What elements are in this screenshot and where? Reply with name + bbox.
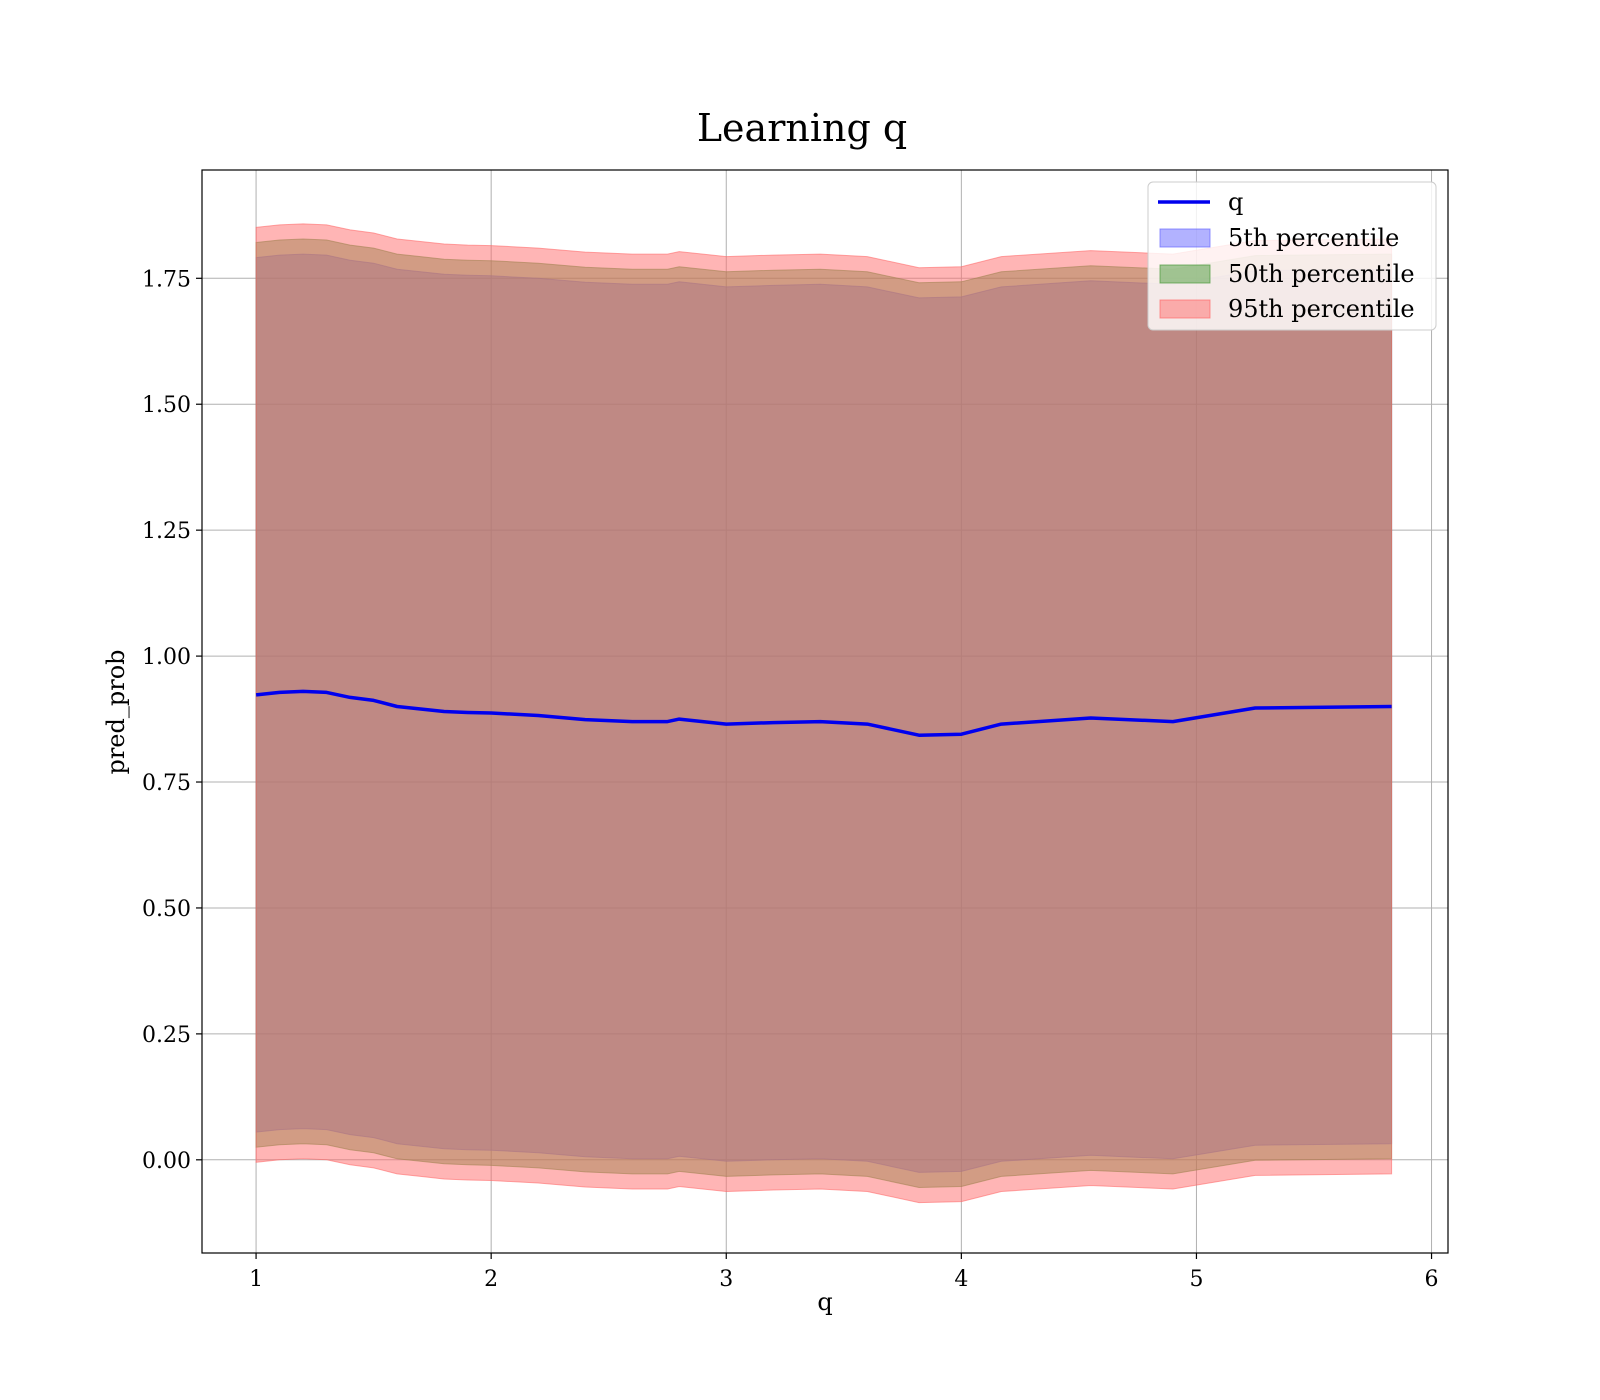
y-tick-label: 0.25 (142, 1023, 191, 1048)
plot-frame (201, 169, 1449, 1254)
legend-label-band-3: 95th percentile (1228, 295, 1415, 323)
y-tick-label: 0.75 (142, 771, 191, 796)
legend: q 5th percentile 50th percentile 95th perce… (1147, 181, 1437, 331)
y-tick-label: 0.00 (142, 1149, 191, 1174)
series-line-q (255, 689, 1392, 737)
x-tick-label: 5 (1189, 1267, 1203, 1292)
x-tick-label: 3 (719, 1267, 733, 1292)
legend-box (1147, 181, 1437, 331)
legend-swatch-band-3 (1159, 299, 1211, 319)
legend-swatch-band-1 (1159, 228, 1211, 248)
legend-label-band-2: 50th percentile (1228, 260, 1415, 288)
chart-title: Learning q (697, 106, 907, 150)
band-3 (255, 223, 1393, 1204)
y-axis-label: pred_prob (102, 649, 130, 774)
y-tick-label: 1.50 (142, 393, 191, 418)
percentile-bands (255, 223, 1393, 1204)
legend-swatch-band-2 (1159, 264, 1211, 284)
axis-ticks: 1 2 3 4 5 6 0.00 0.25 0.50 0.75 1.00 1.25 1.50 1.75 (142, 267, 1439, 1292)
y-tick-label: 1.75 (142, 267, 191, 292)
median-line-layer (255, 689, 1392, 737)
x-tick-label: 4 (954, 1267, 968, 1292)
x-tick-label: 2 (484, 1267, 498, 1292)
y-tick-label: 0.50 (142, 897, 191, 922)
y-tick-label: 1.00 (142, 645, 191, 670)
y-tick-label: 1.25 (142, 519, 191, 544)
x-tick-label: 6 (1425, 1267, 1439, 1292)
x-tick-label: 1 (249, 1267, 263, 1292)
x-axis-label: q (817, 1288, 832, 1316)
legend-label-band-1: 5th percentile (1228, 224, 1399, 252)
legend-label-q: q (1228, 188, 1243, 216)
